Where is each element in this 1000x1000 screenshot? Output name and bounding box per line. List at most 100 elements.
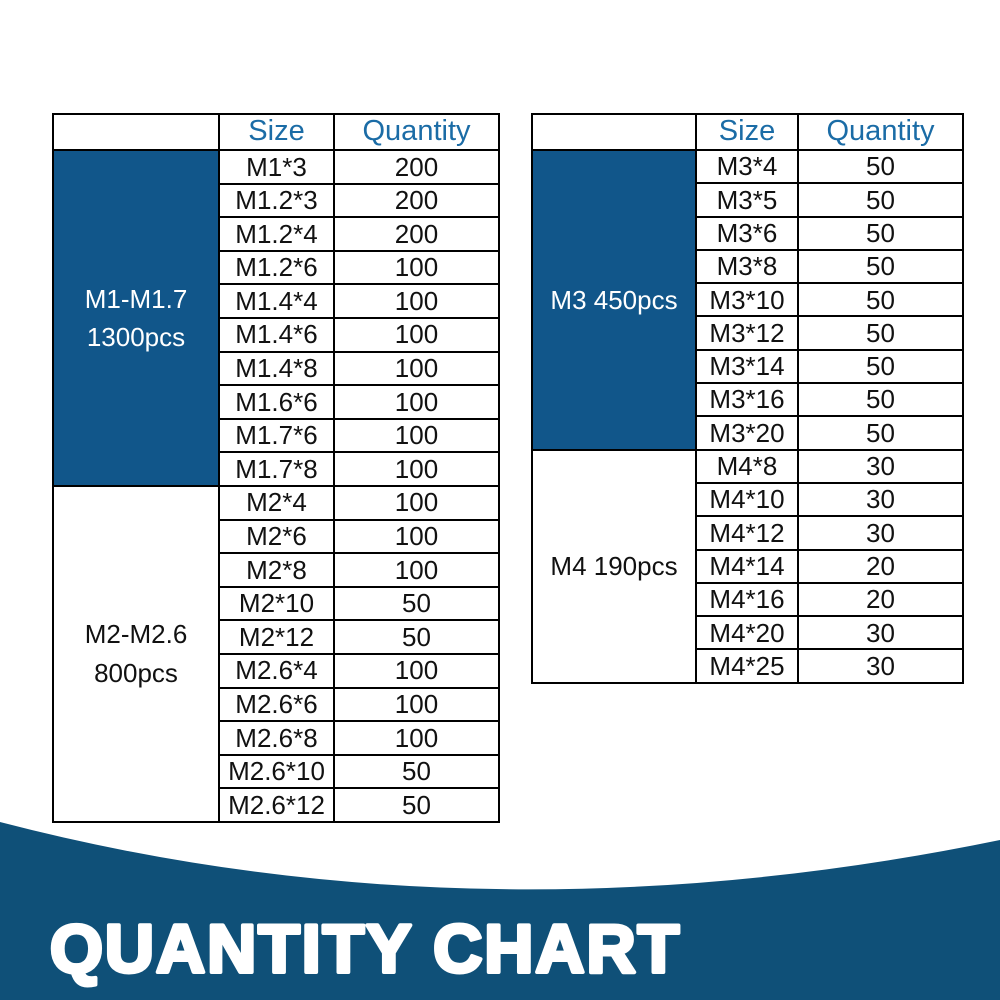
table-row: M1.7*6 100 (53, 417, 500, 454)
quantity-cell: 50 (333, 619, 500, 655)
quantity-cell: 200 (333, 216, 500, 252)
size-cell: M4*8 (695, 448, 799, 484)
quantity-cell: 100 (333, 518, 500, 555)
table-row: M3*12 50 (532, 315, 964, 351)
quantity-header: Quantity (333, 113, 500, 151)
quantity-cell: 50 (797, 182, 964, 218)
table-row: M4*14 20 (532, 548, 964, 584)
quantity-cell: 100 (333, 316, 500, 353)
table-row: M3*8 50 (532, 248, 964, 285)
size-cell: M2*12 (218, 619, 335, 655)
group-label-line: M3 450pcs (550, 284, 678, 315)
size-cell: M3*5 (695, 182, 799, 218)
table-row: M2.6*6 100 (53, 686, 500, 723)
quantity-cell: 50 (797, 348, 964, 385)
banner-title: QUANTITY CHART (50, 911, 681, 987)
size-cell: M1.4*8 (218, 350, 335, 387)
size-cell: M2.6*6 (218, 686, 335, 723)
table-row: M2.6*12 50 (53, 787, 500, 823)
size-header: Size (695, 113, 799, 151)
size-cell: M2*8 (218, 552, 335, 588)
quantity-cell: 100 (333, 384, 500, 420)
quantity-cell: 20 (797, 548, 964, 584)
group-label-line: M2-M2.6 (84, 619, 188, 650)
quantity-cell: 100 (333, 720, 500, 756)
table-row: M3*5 50 (532, 182, 964, 218)
table-row: M1.7*8 100 (53, 451, 500, 487)
table-row: M1.4*4 100 (53, 283, 500, 319)
size-header: Size (218, 113, 335, 151)
quantity-cell: 30 (797, 515, 964, 551)
group-label-line: 1300pcs (86, 321, 186, 352)
group-label-cell: M1-M1.7 1300pcs (52, 149, 220, 487)
footer-banner: QUANTITY CHART (0, 822, 1000, 1000)
size-cell: M1.2*4 (218, 216, 335, 252)
size-cell: M4*16 (695, 581, 799, 618)
right-quantity-table: Size Quantity M3 450pcs M3*4 50 M3*5 50 M3*6 50 M… (531, 113, 964, 684)
quantity-cell: 50 (333, 753, 500, 790)
quantity-cell: 50 (333, 787, 500, 823)
quantity-cell: 30 (797, 615, 964, 651)
size-cell: M1.7*6 (218, 417, 335, 454)
quantity-cell: 200 (333, 182, 500, 219)
quantity-header: Quantity (797, 113, 964, 151)
group-label-cell: M2-M2.6 800pcs (52, 484, 220, 823)
size-cell: M2*6 (218, 518, 335, 555)
table-row: M2-M2.6 800pcs M2*4 100 (52, 484, 500, 823)
size-cell: M4*12 (695, 515, 799, 551)
table-row: M1-M1.7 1300pcs M1*3 200 (52, 149, 500, 487)
size-cell: M3*12 (695, 315, 799, 351)
quantity-cell: 30 (797, 481, 964, 518)
table-row: M4*10 30 (532, 481, 964, 518)
group-label-line: M1-M1.7 (84, 283, 188, 314)
table-row: M2.6*10 50 (53, 753, 500, 790)
quantity-table: Size Quantity M1-M1.7 1300pcs M1*3 200 M1.2*3 2… (52, 113, 500, 823)
group-label-cell: M3 450pcs (531, 149, 697, 451)
quantity-cell: 50 (797, 415, 964, 451)
size-cell: M1.7*8 (218, 451, 335, 487)
table-row: M2.6*8 100 (53, 720, 500, 756)
quantity-cell: 100 (333, 350, 500, 387)
size-cell: M4*14 (695, 548, 799, 584)
size-cell: M1.6*6 (218, 384, 335, 420)
size-cell: M2.6*4 (218, 652, 335, 689)
table-row: M3*14 50 (532, 348, 964, 385)
size-cell: M3*20 (695, 415, 799, 451)
quantity-cell: 100 (333, 652, 500, 689)
quantity-cell: 50 (797, 215, 964, 251)
size-cell: M1.4*6 (218, 316, 335, 353)
table-row: M2*12 50 (53, 619, 500, 655)
corner-cell (52, 113, 220, 151)
quantity-cell: 50 (333, 585, 500, 622)
table-row: M4 190pcs M4*8 30 (531, 448, 964, 684)
quantity-cell: 100 (333, 283, 500, 319)
quantity-cell: 100 (333, 451, 500, 487)
table-row: M1.2*4 200 (53, 216, 500, 252)
table-row: M1.2*6 100 (53, 249, 500, 286)
size-cell: M3*8 (695, 248, 799, 285)
quantity-cell: 50 (797, 282, 964, 318)
size-cell: M3*6 (695, 215, 799, 251)
size-cell: M4*10 (695, 481, 799, 518)
table-row: M3*10 50 (532, 282, 964, 318)
group-label-line: M4 190pcs (550, 550, 678, 581)
table-row: M1.4*8 100 (53, 350, 500, 387)
table-row: M1.4*6 100 (53, 316, 500, 353)
quantity-cell: 50 (797, 148, 964, 185)
left-quantity-table: Size Quantity M1-M1.7 1300pcs M1*3 200 M1.2*3 2… (52, 113, 500, 823)
size-cell: M2*4 (218, 484, 335, 521)
quantity-cell: 100 (333, 552, 500, 588)
table-row: M3*16 50 (532, 382, 964, 418)
quantity-cell: 200 (333, 149, 500, 185)
quantity-cell: 100 (333, 484, 500, 521)
group-label-cell: M4 190pcs (531, 448, 697, 684)
size-cell: M2.6*8 (218, 720, 335, 756)
size-cell: M4*25 (695, 648, 799, 684)
size-cell: M1.4*4 (218, 283, 335, 319)
group-label-line: 800pcs (94, 657, 178, 688)
quantity-cell: 20 (797, 581, 964, 618)
table-row: M4*12 30 (532, 515, 964, 551)
table-row: M2.6*4 100 (53, 652, 500, 689)
quantity-cell: 50 (797, 315, 964, 351)
